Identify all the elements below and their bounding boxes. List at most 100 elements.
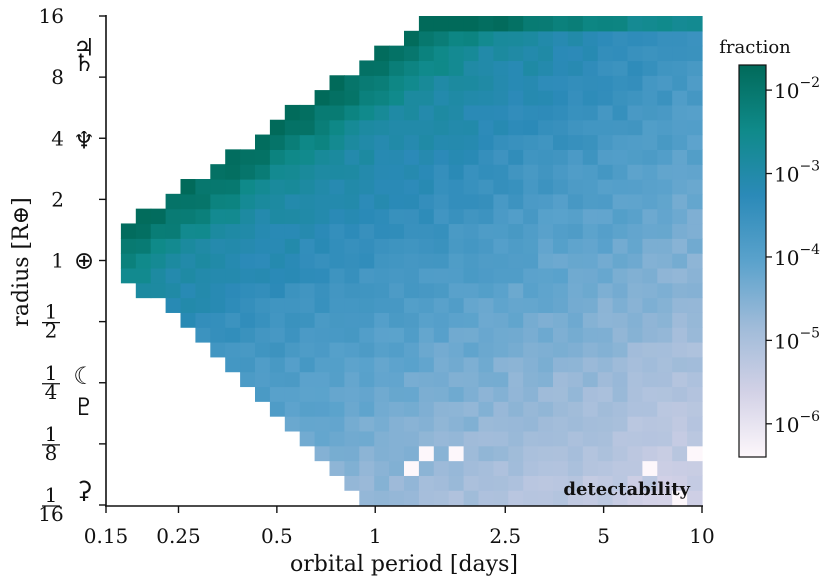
heatmap-cell: [359, 416, 375, 432]
heatmap-cell: [627, 253, 643, 269]
heatmap-cell: [582, 134, 599, 150]
heatmap-cell: [508, 164, 524, 180]
y-tick-fraction-label: 12: [42, 300, 60, 343]
heatmap-cell: [582, 45, 599, 62]
heatmap-cell: [463, 327, 480, 343]
heatmap-cell: [433, 60, 450, 76]
heatmap-cell: [687, 401, 703, 417]
heatmap-cell: [538, 312, 554, 328]
heatmap-cell: [374, 267, 390, 284]
heatmap-cell: [269, 297, 286, 313]
heatmap-cell: [225, 282, 241, 299]
heatmap-cell: [240, 164, 256, 180]
heatmap-cell: [463, 208, 480, 225]
y-tick-fraction-label: 18: [42, 422, 60, 465]
heatmap-cell: [642, 16, 658, 32]
heatmap-cell: [255, 223, 271, 239]
heatmap-cell: [240, 312, 256, 328]
heatmap-cell: [448, 238, 465, 254]
heatmap-cell: [567, 490, 584, 506]
y-tick-denominator: 16: [38, 502, 63, 526]
heatmap-cell: [538, 164, 554, 180]
heatmap-cell: [418, 342, 435, 358]
heatmap-cell: [404, 149, 420, 165]
heatmap-cell: [433, 90, 450, 106]
heatmap-cell: [538, 401, 554, 417]
heatmap-cell: [359, 60, 375, 76]
heatmap-cell: [329, 223, 345, 239]
heatmap-cell: [523, 460, 539, 476]
heatmap-cell: [135, 238, 152, 254]
heatmap-cell: [150, 253, 167, 269]
heatmap-cell: [463, 253, 480, 269]
y-tick-label: 2: [51, 187, 64, 211]
heatmap-cell: [493, 342, 509, 358]
heatmap-cell: [448, 134, 465, 150]
heatmap-cell: [627, 16, 643, 32]
heatmap-cell: [612, 327, 629, 343]
pluto-icon: ♇: [73, 393, 95, 421]
heatmap-cell: [329, 253, 345, 269]
heatmap-cell: [538, 430, 554, 447]
heatmap-cell: [642, 45, 658, 62]
colorbar-tick-label: 10−2: [774, 75, 820, 103]
heatmap-cell: [255, 297, 271, 313]
heatmap-cell: [404, 342, 420, 358]
heatmap-cell: [255, 208, 271, 225]
heatmap-cell: [195, 253, 211, 269]
heatmap-cell: [433, 223, 450, 239]
heatmap-cell: [612, 386, 629, 402]
heatmap-cell: [433, 164, 450, 180]
heatmap-cell: [597, 475, 614, 491]
heatmap-cell: [657, 149, 673, 165]
heatmap-cell: [418, 327, 435, 343]
heatmap-cell: [687, 238, 703, 254]
heatmap-cell: [493, 297, 509, 313]
heatmap-cell: [672, 327, 688, 343]
heatmap-cell: [657, 342, 673, 358]
heatmap-cell: [165, 282, 182, 299]
heatmap-cell: [582, 445, 599, 462]
heatmap-cell: [553, 90, 569, 106]
heatmap-cell: [523, 430, 539, 447]
heatmap-cell: [359, 90, 375, 106]
heatmap-cell: [344, 119, 360, 136]
heatmap-cell: [329, 282, 345, 299]
heatmap-cell: [389, 342, 405, 358]
y-tick-denominator: 8: [45, 441, 58, 465]
heatmap-cell: [389, 104, 405, 121]
heatmap-cell: [344, 386, 360, 402]
heatmap-cell: [582, 164, 599, 180]
heatmap-cell: [687, 475, 703, 491]
heatmap-cell: [567, 267, 584, 284]
heatmap-cell: [508, 208, 524, 225]
heatmap-cell: [567, 401, 584, 417]
heatmap-cell: [284, 297, 301, 313]
heatmap-cell: [478, 342, 494, 358]
heatmap-cell: [687, 371, 703, 388]
heatmap-cell: [672, 75, 688, 91]
heatmap-cell: [240, 356, 256, 373]
heatmap-cell: [404, 45, 420, 62]
x-tick-label: 0.5: [261, 524, 293, 548]
heatmap-cell: [567, 386, 584, 402]
heatmap-cell: [478, 16, 494, 32]
heatmap-cell: [165, 223, 182, 239]
heatmap-cell: [627, 90, 643, 106]
heatmap-cell: [642, 75, 658, 91]
y-tick-fraction-label: 14: [42, 361, 60, 404]
heatmap-cell: [314, 282, 331, 299]
heatmap-cell: [523, 60, 539, 76]
heatmap-cell: [567, 460, 584, 476]
heatmap-cell: [642, 460, 658, 476]
heatmap-cell: [418, 253, 435, 269]
heatmap-cell: [657, 356, 673, 373]
heatmap-cell: [612, 475, 629, 491]
heatmap-cell: [642, 267, 658, 284]
heatmap-cell: [627, 416, 643, 432]
heatmap-cell: [523, 45, 539, 62]
heatmap-cell: [314, 342, 331, 358]
heatmap-cell: [508, 282, 524, 299]
heatmap-cell: [195, 223, 211, 239]
heatmap-cell: [553, 401, 569, 417]
